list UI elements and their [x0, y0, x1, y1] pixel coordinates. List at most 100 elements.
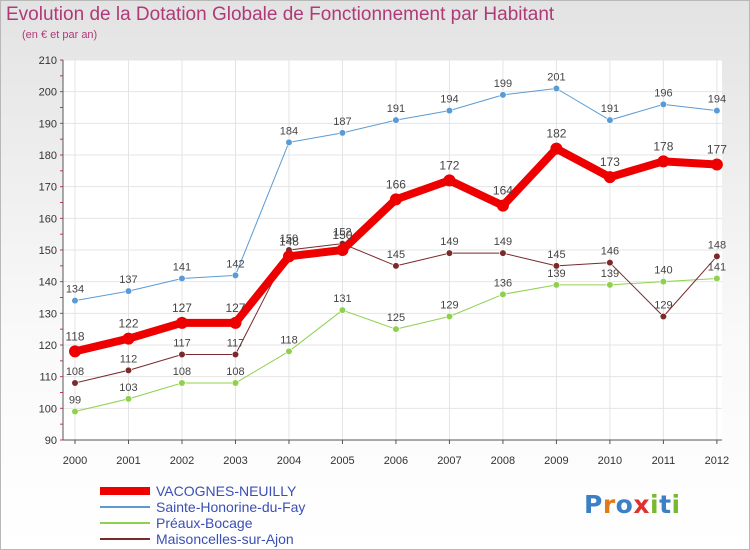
data-point-vacognes	[657, 155, 670, 168]
data-label-maisoncelles: 108	[66, 366, 84, 378]
data-label-preaux: 99	[69, 395, 81, 407]
data-point-vacognes	[389, 193, 402, 206]
data-label-vacognes: 127	[225, 301, 245, 315]
y-tick-label: 90	[45, 435, 57, 447]
data-label-vacognes: 127	[172, 301, 192, 315]
data-point-maisoncelles	[71, 379, 79, 387]
data-point-sainte	[713, 107, 721, 115]
data-label-preaux: 140	[654, 265, 672, 277]
x-tick-label: 2011	[652, 455, 676, 467]
data-label-sainte: 187	[333, 116, 351, 128]
data-label-preaux: 131	[333, 293, 351, 305]
data-point-sainte	[499, 91, 507, 99]
logo-letter: x	[633, 490, 650, 519]
data-point-sainte	[124, 287, 133, 295]
data-label-sainte: 142	[226, 258, 244, 270]
data-point-vacognes	[443, 174, 456, 187]
data-point-vacognes	[336, 244, 349, 256]
data-label-vacognes: 166	[386, 177, 406, 191]
data-label-sainte: 191	[387, 103, 405, 115]
data-label-preaux: 139	[601, 268, 619, 280]
data-point-maisoncelles	[606, 259, 614, 267]
data-label-sainte: 201	[547, 72, 565, 84]
data-point-vacognes	[229, 316, 242, 329]
data-label-maisoncelles: 150	[280, 233, 298, 245]
data-point-preaux	[338, 306, 347, 314]
y-tick-label: 210	[39, 55, 57, 67]
y-tick-label: 140	[39, 277, 57, 289]
x-tick-label: 2001	[116, 455, 140, 467]
data-label-maisoncelles: 148	[708, 239, 726, 251]
data-label-preaux: 141	[708, 262, 726, 274]
data-label-preaux: 136	[494, 277, 512, 289]
data-point-preaux	[713, 274, 721, 283]
data-point-preaux	[71, 407, 79, 416]
data-point-vacognes	[496, 199, 509, 212]
legend-label-preaux: Préaux-Bocage	[156, 515, 253, 531]
data-point-preaux	[178, 379, 186, 387]
data-label-sainte: 194	[708, 94, 726, 106]
legend-swatch-maisoncelles	[100, 538, 150, 540]
data-point-preaux	[285, 347, 293, 355]
data-point-maisoncelles	[499, 249, 507, 257]
y-tick-label: 100	[39, 403, 57, 415]
y-tick-label: 170	[39, 182, 57, 194]
data-point-maisoncelles	[713, 252, 721, 260]
legend-label-vacognes: VACOGNES-NEUILLY	[156, 483, 297, 499]
y-tick-label: 200	[39, 87, 57, 99]
data-point-vacognes	[550, 142, 563, 155]
y-tick-label: 110	[39, 372, 57, 384]
data-label-preaux: 108	[173, 366, 191, 378]
legend-swatch-vacognes	[100, 487, 150, 495]
data-point-sainte	[445, 107, 454, 115]
data-label-sainte: 134	[66, 284, 84, 296]
data-point-sainte	[71, 297, 79, 305]
data-label-sainte: 184	[280, 125, 298, 137]
data-point-maisoncelles	[124, 366, 133, 374]
data-point-sainte	[338, 129, 347, 137]
data-point-preaux	[231, 379, 240, 387]
logo-letter: i	[671, 490, 681, 519]
data-label-sainte: 191	[601, 103, 619, 115]
data-point-preaux	[124, 395, 133, 403]
data-point-maisoncelles	[178, 350, 186, 359]
legend-swatch-sainte	[100, 506, 150, 508]
data-label-vacognes: 118	[65, 329, 84, 343]
x-tick-label: 2008	[491, 455, 515, 467]
data-point-vacognes	[282, 250, 295, 263]
y-tick-label: 120	[39, 340, 57, 352]
data-label-preaux: 108	[226, 366, 244, 378]
y-tick-label: 160	[39, 213, 57, 225]
data-point-maisoncelles	[445, 249, 454, 257]
data-point-preaux	[392, 325, 400, 333]
data-point-vacognes	[175, 316, 188, 329]
data-label-sainte: 196	[654, 87, 672, 99]
data-point-sainte	[552, 84, 561, 93]
x-tick-label: 2005	[330, 455, 354, 467]
data-point-preaux	[499, 290, 507, 298]
data-point-maisoncelles	[231, 350, 240, 359]
data-label-vacognes: 150	[332, 228, 352, 242]
x-tick-label: 2012	[705, 455, 729, 467]
chart-subtitle: (en € et par an)	[22, 29, 98, 41]
x-tick-label: 2004	[277, 455, 301, 467]
logo-letter: r	[602, 490, 616, 519]
data-point-vacognes	[122, 332, 135, 345]
data-label-maisoncelles: 149	[440, 236, 458, 248]
data-label-sainte: 141	[173, 262, 191, 274]
data-label-maisoncelles: 145	[387, 249, 405, 261]
data-label-preaux: 118	[280, 334, 298, 346]
data-label-vacognes: 122	[118, 317, 138, 331]
x-tick-label: 2010	[598, 455, 622, 467]
data-point-sainte	[659, 100, 667, 108]
data-label-sainte: 194	[440, 94, 458, 106]
data-point-vacognes	[69, 345, 81, 358]
logo-letter: t	[659, 490, 672, 519]
data-point-sainte	[231, 271, 240, 279]
data-point-preaux	[445, 312, 454, 321]
data-label-maisoncelles: 149	[494, 236, 512, 248]
data-point-preaux	[606, 281, 614, 289]
data-label-vacognes: 164	[493, 184, 513, 198]
data-label-preaux: 103	[119, 382, 137, 394]
data-label-maisoncelles: 146	[601, 246, 619, 258]
